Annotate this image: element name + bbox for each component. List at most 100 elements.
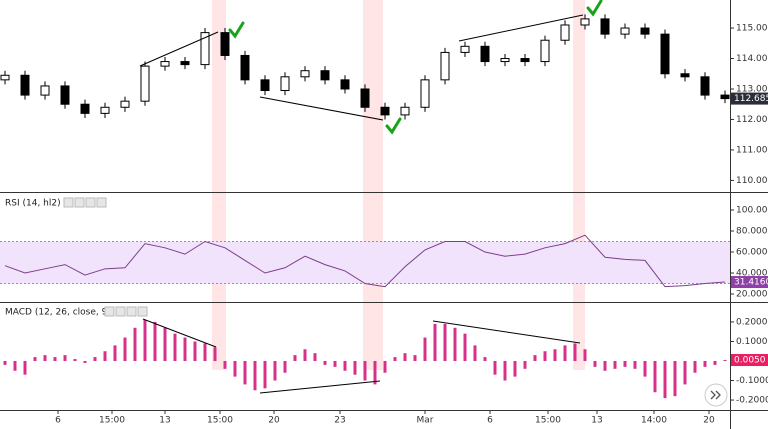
- trend-line: [259, 96, 384, 121]
- candle-body: [100, 106, 110, 114]
- candle-body: [320, 70, 330, 81]
- icon-button[interactable]: [63, 197, 74, 208]
- histogram-bar: [333, 360, 337, 367]
- histogram-bar: [133, 327, 137, 361]
- histogram-bar: [443, 323, 447, 361]
- histogram-bar: [563, 345, 567, 361]
- x-tick-label: 14:00: [641, 416, 667, 426]
- candle-body: [140, 65, 150, 102]
- candle-body: [500, 58, 510, 63]
- icon-button[interactable]: [74, 197, 85, 208]
- x-tick-label: 20: [268, 416, 280, 426]
- candle-body: [620, 27, 630, 35]
- histogram-bar: [373, 360, 377, 385]
- candle-body: [0, 74, 10, 81]
- y-tick-label: 115.000: [736, 24, 768, 34]
- candle-body: [520, 58, 530, 63]
- histogram-bar: [633, 360, 637, 369]
- histogram-bar: [553, 349, 557, 361]
- y-tick-label: 112.000: [736, 115, 768, 125]
- histogram-bar: [383, 360, 387, 373]
- histogram-bar: [533, 355, 537, 361]
- icon-button[interactable]: [85, 197, 96, 208]
- y-tick-label: 111.000: [736, 145, 768, 155]
- histogram-bar: [463, 333, 467, 361]
- histogram-bar: [203, 343, 207, 361]
- scroll-icon[interactable]: [710, 390, 721, 400]
- histogram-bar: [253, 360, 257, 391]
- histogram-bar: [703, 360, 707, 367]
- histogram-bar: [683, 360, 687, 385]
- scroll-circle[interactable]: [704, 383, 728, 407]
- histogram-bar: [603, 360, 607, 371]
- trend-line: [139, 31, 219, 67]
- histogram-bar: [13, 360, 17, 371]
- histogram-bar: [313, 353, 317, 361]
- scroll-button[interactable]: [704, 383, 728, 407]
- histogram-bar: [323, 360, 327, 365]
- histogram-bar: [523, 360, 527, 369]
- histogram-bar: [623, 360, 627, 367]
- highlight-band: [363, 0, 383, 370]
- icon-button[interactable]: [104, 306, 115, 317]
- histogram-bar: [653, 360, 657, 393]
- candle-body: [700, 76, 710, 96]
- histogram-bar: [173, 333, 177, 361]
- histogram-bar: [243, 360, 247, 385]
- candle-body: [540, 39, 550, 63]
- histogram-bar: [103, 351, 107, 361]
- histogram-bar: [453, 327, 457, 361]
- histogram-bar: [233, 360, 237, 377]
- x-tick-label: 15:00: [207, 416, 233, 426]
- panel-title: RSI (14, hl2): [5, 199, 61, 209]
- last-value-label: 31.4160: [734, 278, 768, 288]
- histogram-bar: [3, 360, 7, 365]
- x-tick-label: 6: [55, 416, 61, 426]
- icon-button[interactable]: [126, 306, 137, 317]
- candle-body: [80, 103, 90, 114]
- candle-body: [440, 51, 450, 81]
- histogram-bar: [223, 360, 227, 369]
- icon-button[interactable]: [96, 197, 107, 208]
- histogram-bar: [593, 360, 597, 367]
- histogram-bar: [473, 345, 477, 361]
- histogram-bar: [153, 321, 157, 361]
- x-tick-label: 15:00: [99, 416, 125, 426]
- candle-body: [340, 79, 350, 90]
- histogram-bar: [143, 319, 147, 361]
- candle-body: [380, 106, 390, 116]
- checkmark: [586, 0, 603, 17]
- candle-body: [20, 74, 30, 96]
- trend-line: [259, 380, 381, 394]
- histogram-bar: [363, 360, 367, 381]
- histogram-bar: [693, 360, 697, 373]
- candle-body: [600, 18, 610, 35]
- candle-body: [580, 18, 590, 26]
- histogram-bar: [283, 360, 287, 373]
- histogram-bar: [123, 337, 127, 361]
- candle-body: [660, 33, 670, 75]
- checkmarks: [228, 0, 603, 135]
- icon-button[interactable]: [115, 306, 126, 317]
- checkmark: [228, 21, 245, 39]
- histogram-bar: [23, 360, 27, 375]
- histogram-bar: [493, 360, 497, 375]
- trend-line: [432, 320, 581, 344]
- last-value-label: 0.0050: [734, 356, 766, 366]
- trend-line: [142, 318, 217, 348]
- histogram-bar: [63, 355, 67, 361]
- candle-body: [680, 73, 690, 78]
- candle-body: [640, 27, 650, 35]
- histogram-bar: [583, 349, 587, 361]
- checkmark: [385, 117, 402, 135]
- histogram-bar: [183, 337, 187, 361]
- histogram-bar: [723, 360, 727, 361]
- histogram-bar: [263, 360, 267, 389]
- y-tick-label: 110.000: [736, 176, 768, 186]
- icon-button[interactable]: [137, 306, 148, 317]
- candle-body: [420, 79, 430, 108]
